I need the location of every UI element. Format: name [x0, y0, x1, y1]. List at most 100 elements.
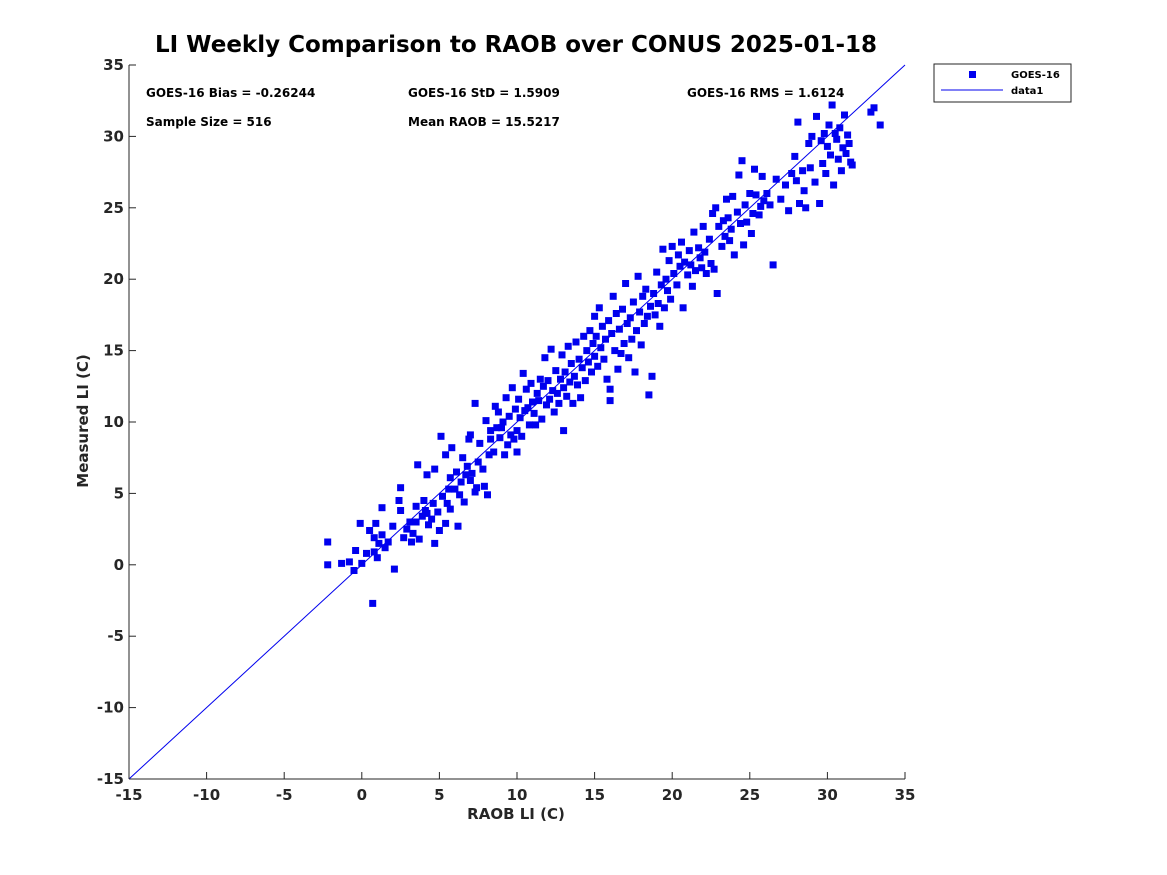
data-point-goes16 [485, 451, 493, 459]
data-point-goes16 [435, 527, 443, 534]
data-point-goes16 [581, 377, 589, 385]
data-point-goes16 [848, 161, 856, 169]
y-tick-label: 10 [103, 413, 124, 431]
data-point-goes16 [702, 270, 710, 277]
data-point-goes16 [615, 325, 623, 333]
data-point-goes16 [558, 351, 566, 359]
data-point-goes16 [460, 498, 468, 506]
data-point-goes16 [406, 518, 414, 526]
data-point-goes16 [692, 267, 699, 275]
data-point-goes16 [403, 525, 411, 533]
data-point-goes16 [752, 191, 760, 199]
data-point-goes16 [625, 354, 633, 362]
data-point-goes16 [755, 211, 763, 219]
data-point-goes16 [800, 187, 808, 195]
data-point-goes16 [802, 204, 810, 212]
data-point-goes16 [758, 172, 766, 180]
data-point-goes16 [612, 310, 620, 317]
data-point-goes16 [609, 292, 617, 300]
data-point-goes16 [823, 142, 831, 150]
data-point-goes16 [772, 175, 780, 183]
data-point-goes16 [611, 347, 619, 355]
data-point-goes16 [794, 118, 802, 126]
data-point-goes16 [799, 167, 807, 175]
data-point-goes16 [425, 521, 432, 529]
data-point-goes16 [820, 130, 828, 137]
y-tick-label: -10 [97, 699, 124, 717]
data-point-goes16 [552, 367, 560, 375]
x-tick-label: -5 [276, 786, 293, 804]
data-point-goes16 [372, 519, 380, 527]
data-point-goes16 [429, 499, 437, 507]
data-point-goes16 [713, 290, 721, 297]
data-point-goes16 [484, 491, 491, 499]
data-point-goes16 [524, 404, 532, 412]
data-point-goes16 [719, 217, 727, 225]
data-point-goes16 [591, 352, 599, 360]
data-point-goes16 [727, 225, 735, 233]
x-tick-label: 20 [662, 786, 683, 804]
data-point-goes16 [459, 454, 467, 462]
data-point-goes16 [870, 104, 878, 112]
data-point-goes16 [659, 245, 667, 253]
data-point-goes16 [463, 462, 471, 470]
data-point-goes16 [505, 412, 513, 420]
y-axis-label: Measured LI (C) [74, 354, 92, 487]
data-point-goes16 [480, 482, 488, 490]
x-tick-label: 10 [507, 786, 528, 804]
x-tick-label: 5 [434, 786, 444, 804]
data-point-goes16 [538, 415, 546, 423]
data-point-goes16 [639, 292, 647, 300]
data-point-goes16 [631, 368, 639, 376]
data-point-goes16 [695, 244, 703, 252]
data-point-goes16 [738, 157, 746, 165]
data-point-goes16 [679, 304, 687, 312]
data-point-goes16 [378, 504, 386, 512]
data-point-goes16 [389, 522, 397, 530]
data-point-goes16 [811, 178, 819, 186]
data-point-goes16 [757, 202, 765, 210]
data-point-goes16 [414, 461, 422, 469]
data-point-goes16 [356, 519, 364, 527]
data-point-goes16 [651, 311, 659, 319]
data-point-goes16 [487, 435, 495, 443]
y-tick-label: 5 [114, 484, 124, 502]
data-point-goes16 [746, 190, 754, 197]
data-point-goes16 [529, 398, 536, 406]
data-point-goes16 [453, 468, 460, 476]
data-point-goes16 [446, 474, 454, 482]
data-point-goes16 [817, 137, 825, 145]
x-tick-label: 15 [584, 786, 605, 804]
data-point-goes16 [473, 484, 481, 492]
data-point-goes16 [546, 395, 554, 403]
legend-label-goes16: GOES-16 [1011, 70, 1060, 81]
data-point-goes16 [533, 389, 541, 397]
data-point-goes16 [828, 101, 836, 109]
data-point-goes16 [535, 397, 543, 405]
data-point-goes16 [674, 251, 682, 259]
data-point-goes16 [555, 399, 563, 407]
data-point-goes16 [527, 379, 535, 387]
data-point-goes16 [397, 507, 405, 514]
data-point-goes16 [373, 554, 381, 562]
data-point-goes16 [423, 471, 431, 479]
data-point-goes16 [324, 538, 332, 546]
data-point-goes16 [808, 132, 816, 140]
data-point-goes16 [598, 322, 606, 330]
data-point-goes16 [660, 304, 668, 312]
data-point-goes16 [605, 317, 613, 325]
data-point-goes16 [626, 314, 634, 322]
data-point-goes16 [415, 535, 423, 543]
annotation-sample-size: Sample Size = 516 [146, 115, 272, 129]
y-tick-label: 20 [103, 270, 124, 288]
data-point-goes16 [381, 544, 389, 552]
x-axis-label: RAOB LI (C) [467, 805, 565, 823]
data-point-goes16 [827, 151, 834, 159]
y-tick-label: 25 [103, 199, 124, 217]
data-point-goes16 [549, 387, 557, 395]
data-point-goes16 [806, 164, 814, 172]
data-point-goes16 [442, 519, 450, 527]
legend-box [933, 63, 1072, 103]
data-point-goes16 [431, 539, 439, 547]
data-point-goes16 [588, 368, 595, 376]
